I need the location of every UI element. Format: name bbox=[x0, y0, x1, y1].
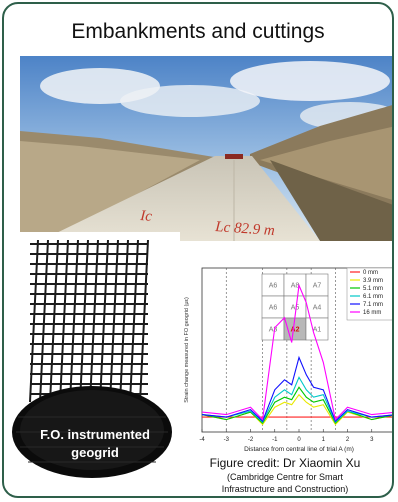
x-axis-label: Distance from central line of trial A (m… bbox=[244, 446, 354, 453]
series-line bbox=[201, 283, 392, 421]
legend-label: 3.9 mm bbox=[363, 278, 383, 284]
x-tick-label: -1 bbox=[272, 437, 278, 443]
x-tick-label: -4 bbox=[199, 437, 205, 443]
inset-cell-label: A3 bbox=[269, 327, 278, 334]
x-tick-label: -3 bbox=[224, 437, 230, 443]
strain-chart: -4-3-2-101234Strain change measured in F… bbox=[180, 262, 392, 458]
legend-label: 6.1 mm bbox=[363, 294, 383, 300]
inset-cell-label: A6 bbox=[269, 283, 278, 290]
geogrid-photo: F.O. instrumented geogrid bbox=[8, 232, 180, 494]
legend-label: 0 mm bbox=[363, 270, 378, 276]
legend-label: 7.1 mm bbox=[363, 302, 383, 308]
x-tick-label: 3 bbox=[370, 437, 374, 443]
series-line bbox=[201, 376, 392, 424]
embankment-photo: Ic Lc 82.9 m bbox=[20, 56, 392, 241]
inset-cell-label: A1 bbox=[313, 327, 322, 334]
legend-label: 5.1 mm bbox=[363, 286, 383, 292]
road-annotation: Lc 82.9 m bbox=[214, 219, 276, 239]
svg-text:Ic: Ic bbox=[139, 208, 153, 225]
inset-cell-label: A7 bbox=[313, 283, 322, 290]
geogrid-label: F.O. instrumented geogrid bbox=[22, 426, 168, 462]
x-tick-label: -2 bbox=[248, 437, 254, 443]
credit-line3: Infrastructure and Construction) bbox=[221, 484, 349, 494]
figure-credit: Figure credit: Dr Xiaomin Xu (Cambridge … bbox=[180, 456, 390, 495]
series-line bbox=[201, 355, 392, 423]
inset-cell-label: A4 bbox=[313, 305, 322, 312]
inset-cell-label: A2 bbox=[291, 327, 300, 334]
x-tick-label: 2 bbox=[346, 437, 350, 443]
legend-box bbox=[346, 267, 392, 321]
inset-cell-label: A6 bbox=[269, 305, 278, 312]
slide-title: Embankments and cuttings bbox=[71, 20, 325, 43]
inset-cell-label: A8 bbox=[291, 283, 300, 290]
x-tick-label: 0 bbox=[297, 437, 301, 443]
y-axis-label: Strain change measured in FO geogrid (με… bbox=[184, 297, 190, 403]
credit-line1: Figure credit: Dr Xiaomin Xu bbox=[209, 456, 361, 470]
geogrid-label-line1: F.O. instrumented bbox=[40, 427, 150, 442]
legend-label: 16 mm bbox=[363, 310, 381, 316]
inset-cell-label: A5 bbox=[291, 305, 300, 312]
slide-card: Embankments and cuttings bbox=[2, 2, 394, 498]
credit-line2: (Cambridge Centre for Smart bbox=[226, 472, 344, 482]
geogrid-label-line2: geogrid bbox=[71, 445, 119, 460]
x-tick-label: 1 bbox=[322, 437, 326, 443]
